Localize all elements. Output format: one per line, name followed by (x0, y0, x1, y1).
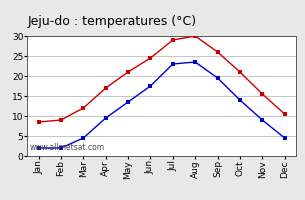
Text: www.allmetsat.com: www.allmetsat.com (30, 143, 105, 152)
Text: Jeju-do : temperatures (°C): Jeju-do : temperatures (°C) (27, 15, 197, 28)
